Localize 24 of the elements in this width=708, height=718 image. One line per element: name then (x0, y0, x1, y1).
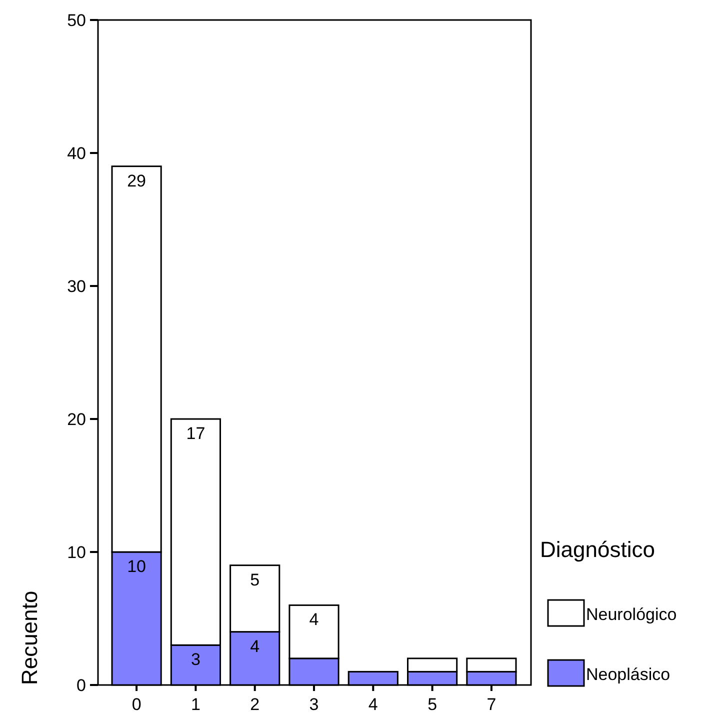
y-tick-label: 0 (76, 676, 86, 695)
x-tick-label: 3 (309, 695, 319, 714)
data-label: 4 (250, 636, 260, 656)
data-label: 10 (127, 557, 146, 576)
data-label: 17 (186, 424, 206, 443)
data-label: 29 (127, 171, 146, 190)
y-tick-label: 30 (67, 276, 86, 296)
y-tick-label: 50 (67, 10, 86, 30)
data-label: 4 (309, 610, 319, 630)
x-tick-label: 7 (486, 695, 496, 714)
legend-title: Diagnóstico (540, 537, 655, 562)
legend-label: Neurológico (586, 605, 677, 624)
y-tick-label: 10 (67, 542, 86, 562)
x-tick-label: 4 (368, 695, 378, 714)
y-axis-title: Recuento (17, 590, 42, 685)
data-label: 3 (190, 650, 200, 670)
x-tick-label: 0 (132, 695, 142, 714)
x-tick-label: 2 (250, 695, 260, 714)
legend-label: Neoplásico (586, 665, 670, 684)
x-tick-label: 5 (428, 695, 438, 714)
data-label: 5 (250, 570, 260, 590)
x-tick-label: 1 (190, 695, 200, 714)
y-tick-label: 40 (67, 144, 86, 163)
y-tick-label: 20 (67, 410, 86, 429)
